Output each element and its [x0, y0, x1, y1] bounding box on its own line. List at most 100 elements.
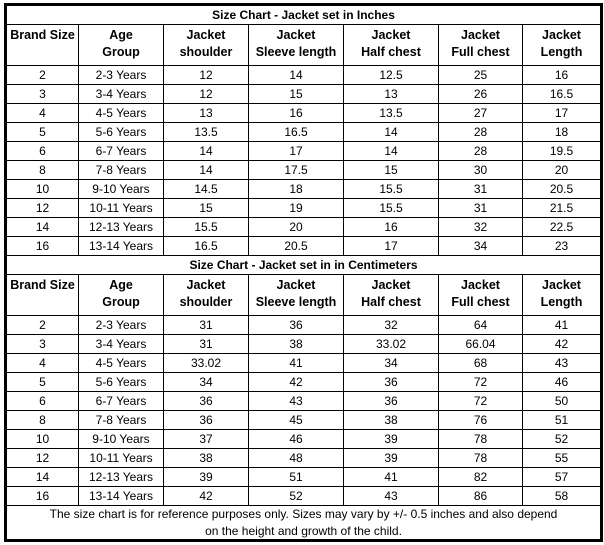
table-cell: 34: [163, 372, 249, 392]
table-cell: 20.5: [248, 236, 344, 256]
table-cell: 4-5 Years: [78, 353, 164, 373]
table-cell: 14: [248, 65, 344, 85]
table-cell: 72: [438, 391, 523, 411]
table-cell: 13.5: [343, 103, 439, 123]
table-cell: 48: [248, 448, 344, 468]
size-chart-table: Size Chart - Jacket set in Inches Brand …: [4, 3, 604, 542]
column-header: Brand Size: [5, 274, 79, 316]
table-cell: 76: [438, 410, 523, 430]
table-cell: 31: [438, 179, 523, 199]
table-cell: 20: [248, 217, 344, 237]
table-cell: 5: [5, 122, 79, 142]
table-cell: 28: [438, 141, 523, 161]
table-row: 14 12-13 Years 15.5 20 16 32 22.5: [5, 217, 603, 237]
column-header: Jacket Sleeve length: [248, 24, 344, 66]
table-cell: 16: [5, 486, 79, 506]
table-cell: 12: [163, 65, 249, 85]
section-title-row-inches: Size Chart - Jacket set in Inches: [4, 4, 603, 25]
table-cell: 15.5: [343, 198, 439, 218]
table-row: 8 7-8 Years 14 17.5 15 30 20: [5, 160, 603, 180]
table-cell: 36: [343, 372, 439, 392]
table-cell: 14.5: [163, 179, 249, 199]
table-cell: 78: [438, 429, 523, 449]
table-cell: 7-8 Years: [78, 410, 164, 430]
table-row: 2 2-3 Years 12 14 12.5 25 16: [5, 65, 603, 85]
table-row: 3 3-4 Years 12 15 13 26 16.5: [5, 84, 603, 104]
table-cell: 14: [343, 122, 439, 142]
table-cell: 34: [343, 353, 439, 373]
column-header-row-inches: Brand Size Age Group Jacket shoulder Jacket Sl…: [5, 24, 603, 66]
table-cell: 16: [343, 217, 439, 237]
table-row: 6 6-7 Years 14 17 14 28 19.5: [5, 141, 603, 161]
table-cell: 38: [343, 410, 439, 430]
table-row: 16 13-14 Years 42 52 43 86 58: [5, 486, 603, 506]
table-cell: 32: [343, 315, 439, 335]
table-cell: 22.5: [521, 217, 603, 237]
table-cell: 28: [438, 122, 523, 142]
table-cell: 16: [248, 103, 344, 123]
table-cell: 2-3 Years: [78, 65, 164, 85]
table-cell: 14: [343, 141, 439, 161]
column-header: Jacket Half chest: [343, 24, 439, 66]
column-header: Jacket Sleeve length: [248, 274, 344, 316]
table-cell: 2: [5, 315, 79, 335]
table-cell: 52: [248, 486, 344, 506]
table-cell: 36: [248, 315, 344, 335]
column-header: Jacket Length: [521, 24, 603, 66]
section-title-centimeters: Size Chart - Jacket set in in Centimeter…: [4, 255, 603, 275]
table-cell: 36: [163, 410, 249, 430]
table-cell: 42: [248, 372, 344, 392]
table-cell: 41: [343, 467, 439, 487]
table-cell: 46: [248, 429, 344, 449]
table-cell: 6-7 Years: [78, 141, 164, 161]
table-cell: 41: [248, 353, 344, 373]
table-cell: 15: [163, 198, 249, 218]
table-cell: 31: [163, 315, 249, 335]
table-cell: 7-8 Years: [78, 160, 164, 180]
table-cell: 3-4 Years: [78, 84, 164, 104]
table-cell: 72: [438, 372, 523, 392]
table-cell: 25: [438, 65, 523, 85]
table-row: 6 6-7 Years 36 43 36 72 50: [5, 391, 603, 411]
table-cell: 10: [5, 429, 79, 449]
table-cell: 78: [438, 448, 523, 468]
table-cell: 14: [163, 160, 249, 180]
table-row: 5 5-6 Years 34 42 36 72 46: [5, 372, 603, 392]
table-cell: 43: [248, 391, 344, 411]
column-header: Age Group: [78, 24, 164, 66]
table-cell: 39: [343, 429, 439, 449]
table-row: 12 10-11 Years 38 48 39 78 55: [5, 448, 603, 468]
table-cell: 42: [521, 334, 603, 354]
column-header-row-centimeters: Brand Size Age Group Jacket shoulder Jacket Sl…: [5, 274, 603, 316]
table-cell: 37: [163, 429, 249, 449]
table-cell: 66.04: [438, 334, 523, 354]
table-cell: 68: [438, 353, 523, 373]
table-cell: 15.5: [343, 179, 439, 199]
table-cell: 12.5: [343, 65, 439, 85]
table-cell: 9-10 Years: [78, 429, 164, 449]
table-cell: 19: [248, 198, 344, 218]
table-cell: 34: [438, 236, 523, 256]
table-cell: 82: [438, 467, 523, 487]
column-header: Brand Size: [5, 24, 79, 66]
table-cell: 33.02: [343, 334, 439, 354]
table-cell: 17: [521, 103, 603, 123]
table-cell: 12: [5, 198, 79, 218]
table-cell: 26: [438, 84, 523, 104]
table-cell: 10: [5, 179, 79, 199]
table-cell: 51: [248, 467, 344, 487]
column-header: Jacket Full chest: [438, 274, 523, 316]
table-cell: 23: [521, 236, 603, 256]
section-title-inches: Size Chart - Jacket set in Inches: [4, 4, 603, 25]
table-cell: 32: [438, 217, 523, 237]
table-cell: 2: [5, 65, 79, 85]
column-header: Jacket Half chest: [343, 274, 439, 316]
table-cell: 43: [343, 486, 439, 506]
table-cell: 5-6 Years: [78, 372, 164, 392]
table-row: 14 12-13 Years 39 51 41 82 57: [5, 467, 603, 487]
table-cell: 5-6 Years: [78, 122, 164, 142]
table-cell: 42: [163, 486, 249, 506]
table-cell: 41: [521, 315, 603, 335]
table-cell: 10-11 Years: [78, 198, 164, 218]
table-cell: 17: [343, 236, 439, 256]
